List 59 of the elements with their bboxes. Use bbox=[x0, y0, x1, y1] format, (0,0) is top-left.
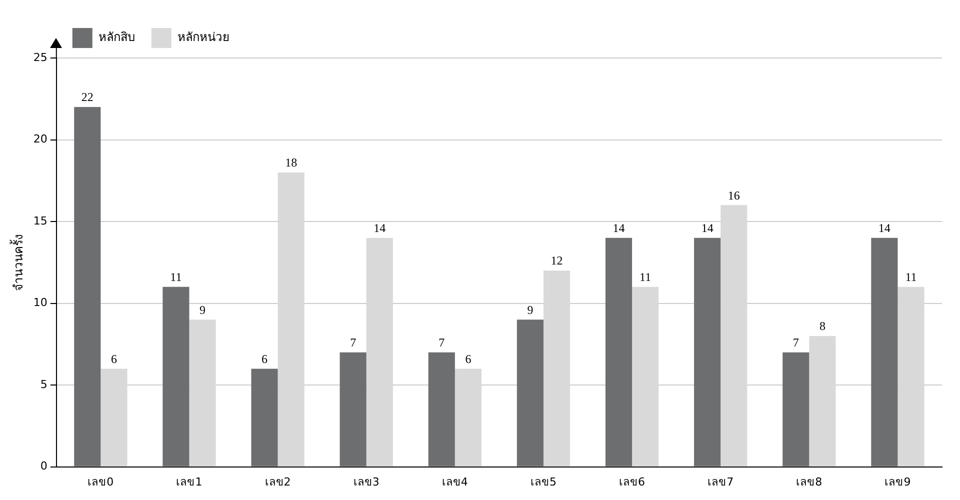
data-label: 7 bbox=[350, 335, 356, 350]
bar bbox=[809, 336, 836, 466]
bar bbox=[694, 238, 721, 466]
bar bbox=[340, 352, 366, 466]
y-tick-label: 10 bbox=[33, 296, 48, 310]
data-label: 18 bbox=[285, 156, 298, 170]
bar bbox=[871, 238, 898, 466]
x-tick-label: เลข4 bbox=[442, 475, 468, 488]
bar bbox=[720, 205, 748, 466]
data-label: 14 bbox=[878, 221, 890, 236]
data-label: 6 bbox=[110, 352, 117, 366]
y-axis-title: จำนวนครั้ง bbox=[9, 234, 26, 291]
data-label: 11 bbox=[905, 270, 917, 284]
legend-label: หลักหน่วย bbox=[177, 30, 230, 44]
x-tick-label: เลข3 bbox=[353, 475, 380, 488]
data-label: 6 bbox=[465, 352, 472, 366]
bar bbox=[162, 286, 190, 466]
bar bbox=[898, 286, 924, 466]
y-tick-label: 5 bbox=[40, 378, 48, 391]
bar bbox=[100, 368, 128, 466]
x-tick-label: เลข9 bbox=[884, 475, 911, 488]
x-tick-label: เลข6 bbox=[619, 475, 646, 488]
data-label: 7 bbox=[438, 335, 445, 350]
x-tick-label: เลข5 bbox=[530, 475, 556, 488]
bar bbox=[278, 172, 304, 466]
data-label: 11 bbox=[170, 270, 182, 284]
bar bbox=[632, 286, 659, 466]
y-tick-label: 25 bbox=[33, 50, 48, 64]
data-label: 9 bbox=[527, 302, 534, 317]
data-label: 14 bbox=[701, 221, 714, 236]
data-label: 12 bbox=[550, 254, 563, 268]
data-label: 11 bbox=[640, 270, 652, 284]
x-tick-label: เลข7 bbox=[708, 475, 734, 488]
y-tick-label: 15 bbox=[33, 214, 48, 228]
bar bbox=[543, 270, 570, 466]
x-tick-label: เลข1 bbox=[176, 475, 202, 488]
data-label: 16 bbox=[728, 188, 740, 202]
legend-label: หลักสิบ bbox=[98, 30, 136, 44]
x-tick-label: เลข0 bbox=[88, 475, 114, 488]
bar bbox=[366, 238, 393, 466]
data-label: 22 bbox=[81, 90, 94, 104]
data-label: 14 bbox=[374, 221, 386, 236]
bar bbox=[454, 368, 482, 466]
bar bbox=[251, 368, 278, 466]
y-tick-label: 0 bbox=[40, 460, 48, 473]
data-label: 7 bbox=[792, 335, 799, 350]
y-tick-label: 20 bbox=[33, 132, 48, 146]
bar bbox=[74, 107, 101, 466]
data-label: 14 bbox=[612, 221, 625, 236]
x-tick-label: เลข8 bbox=[796, 475, 822, 488]
data-label: 9 bbox=[200, 302, 206, 317]
bar bbox=[605, 238, 632, 466]
data-label: 8 bbox=[819, 319, 826, 334]
bar bbox=[782, 352, 810, 466]
data-label: 6 bbox=[262, 352, 268, 366]
bar bbox=[516, 320, 544, 466]
bar bbox=[189, 320, 216, 466]
x-tick-label: เลข2 bbox=[264, 475, 291, 488]
bar bbox=[428, 352, 455, 466]
